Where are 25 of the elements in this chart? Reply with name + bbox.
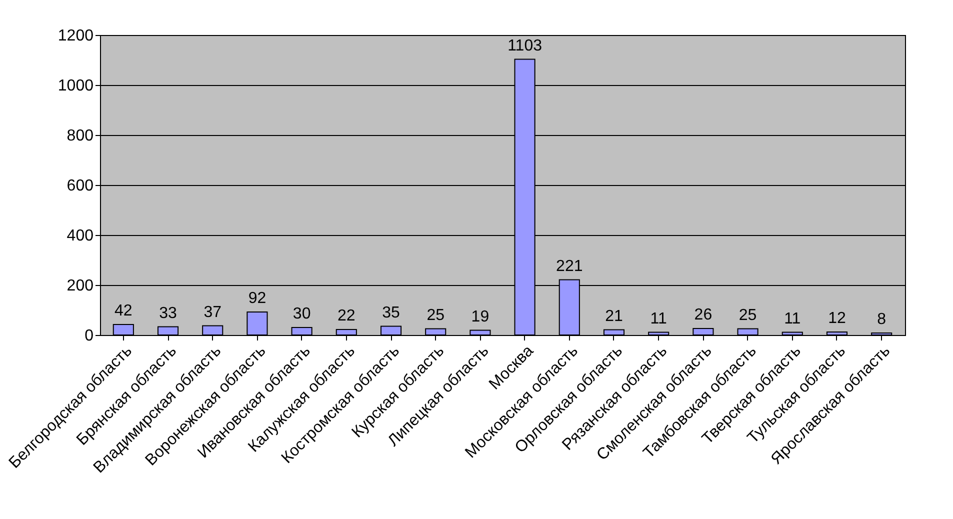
data-label: 1103 [508, 37, 542, 54]
data-label: 11 [784, 310, 801, 328]
data-label: 26 [694, 306, 712, 324]
data-label: 37 [204, 304, 222, 321]
data-label: 21 [605, 308, 623, 325]
data-label: 19 [471, 308, 490, 326]
data-label: 25 [426, 306, 445, 324]
data-label: 35 [382, 304, 400, 322]
data-label: 11 [650, 310, 667, 328]
data-label: 30 [292, 306, 311, 322]
data-label: 92 [248, 290, 266, 307]
data-label: 25 [738, 306, 757, 324]
data-label: 33 [159, 304, 178, 322]
y-tick-label: 600 [66, 178, 94, 194]
y-tick-label: 200 [66, 278, 94, 294]
data-label: 8 [877, 311, 886, 328]
data-label: 12 [828, 310, 846, 327]
y-tick-label: 1200 [58, 28, 94, 44]
data-label: 221 [556, 258, 583, 275]
y-tick-label: 400 [66, 228, 94, 244]
y-tick-label: 1000 [58, 78, 94, 94]
data-label: 42 [114, 302, 132, 320]
y-tick-label: 800 [66, 128, 94, 144]
y-tick-label: 0 [84, 328, 94, 344]
data-label: 22 [338, 308, 356, 324]
